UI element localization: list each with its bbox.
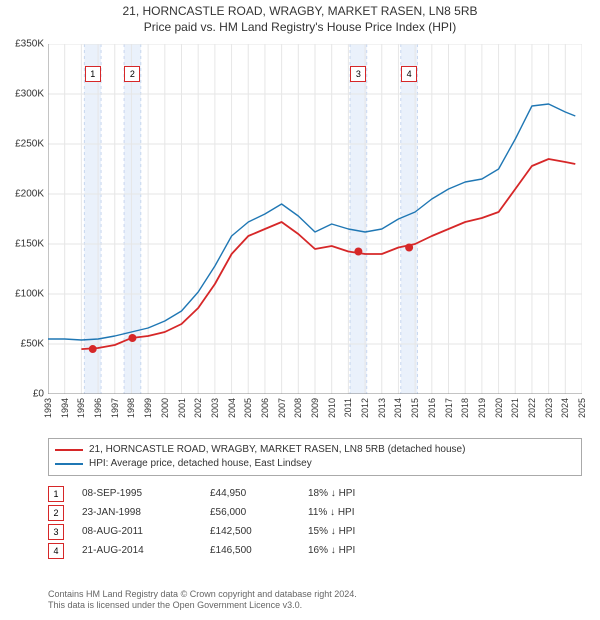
y-axis-tick: £100K [15,289,44,300]
sales-row-price: £142,500 [210,522,290,541]
sale-marker-box: 1 [85,66,101,82]
sales-row: 4 21-AUG-2014 £146,500 16% ↓ HPI [48,541,582,560]
sale-marker-box: 2 [124,66,140,82]
sales-row-price: £146,500 [210,541,290,560]
sales-row-marker: 2 [48,505,64,521]
sale-marker-box: 3 [350,66,366,82]
y-axis-tick: £350K [15,39,44,50]
x-axis-tick: 2003 [210,398,220,418]
sales-row: 3 08-AUG-2011 £142,500 15% ↓ HPI [48,522,582,541]
x-axis-tick: 2017 [444,398,454,418]
x-axis-tick: 2010 [327,398,337,418]
sales-row-price: £56,000 [210,503,290,522]
sales-table: 1 08-SEP-1995 £44,950 18% ↓ HPI 2 23-JAN-1998… [48,484,582,560]
chart-plot-area: £0£50K£100K£150K£200K£250K£300K£350K1993… [48,44,582,394]
x-axis-tick: 1998 [126,398,136,418]
sale-marker-box: 4 [401,66,417,82]
x-axis-tick: 2012 [360,398,370,418]
chart-title-line1: 21, HORNCASTLE ROAD, WRAGBY, MARKET RASE… [0,0,600,20]
sales-row-date: 23-JAN-1998 [82,503,192,522]
chart-title-line2: Price paid vs. HM Land Registry's House … [0,20,600,38]
x-axis-tick: 1995 [76,398,86,418]
legend-swatch [55,463,83,465]
sales-row-date: 21-AUG-2014 [82,541,192,560]
x-axis-tick: 2022 [527,398,537,418]
sales-row-diff: 15% ↓ HPI [308,522,355,541]
y-axis-tick: £250K [15,139,44,150]
sales-row-marker: 3 [48,524,64,540]
x-axis-tick: 2023 [544,398,554,418]
x-axis-tick: 2005 [243,398,253,418]
footer-line2: This data is licensed under the Open Gov… [48,600,357,612]
y-axis-tick: £300K [15,89,44,100]
legend-item: HPI: Average price, detached house, East… [55,457,575,471]
x-axis-tick: 2018 [460,398,470,418]
x-axis-tick: 2024 [560,398,570,418]
x-axis-tick: 2006 [260,398,270,418]
x-axis-tick: 1996 [93,398,103,418]
legend-item: 21, HORNCASTLE ROAD, WRAGBY, MARKET RASE… [55,443,575,457]
x-axis-tick: 1993 [43,398,53,418]
x-axis-tick: 2020 [494,398,504,418]
y-axis-tick: £150K [15,239,44,250]
chart-svg [48,44,582,394]
sales-row-date: 08-SEP-1995 [82,484,192,503]
sales-row: 2 23-JAN-1998 £56,000 11% ↓ HPI [48,503,582,522]
sales-row-diff: 18% ↓ HPI [308,484,355,503]
legend-box: 21, HORNCASTLE ROAD, WRAGBY, MARKET RASE… [48,438,582,476]
x-axis-tick: 2025 [577,398,587,418]
sales-row-date: 08-AUG-2011 [82,522,192,541]
footer-line1: Contains HM Land Registry data © Crown c… [48,589,357,601]
x-axis-tick: 2021 [510,398,520,418]
x-axis-tick: 2001 [177,398,187,418]
x-axis-tick: 2014 [393,398,403,418]
x-axis-tick: 2008 [293,398,303,418]
legend-label: HPI: Average price, detached house, East… [89,457,312,471]
sales-row-marker: 1 [48,486,64,502]
x-axis-tick: 2019 [477,398,487,418]
x-axis-tick: 2016 [427,398,437,418]
legend-label: 21, HORNCASTLE ROAD, WRAGBY, MARKET RASE… [89,443,465,457]
legend-swatch [55,449,83,451]
x-axis-tick: 2004 [227,398,237,418]
x-axis-tick: 1994 [60,398,70,418]
chart-container: { "title_line1": "21, HORNCASTLE ROAD, W… [0,0,600,620]
x-axis-tick: 2000 [160,398,170,418]
x-axis-tick: 1999 [143,398,153,418]
footer-attribution: Contains HM Land Registry data © Crown c… [48,589,357,612]
x-axis-tick: 2009 [310,398,320,418]
x-axis-tick: 2007 [277,398,287,418]
x-axis-tick: 1997 [110,398,120,418]
y-axis-tick: £50K [21,339,44,350]
y-axis-tick: £200K [15,189,44,200]
sales-row-price: £44,950 [210,484,290,503]
x-axis-tick: 2011 [343,398,353,417]
sales-row-marker: 4 [48,543,64,559]
x-axis-tick: 2013 [377,398,387,418]
sales-row: 1 08-SEP-1995 £44,950 18% ↓ HPI [48,484,582,503]
x-axis-tick: 2002 [193,398,203,418]
sales-row-diff: 16% ↓ HPI [308,541,355,560]
x-axis-tick: 2015 [410,398,420,418]
sales-row-diff: 11% ↓ HPI [308,503,355,522]
